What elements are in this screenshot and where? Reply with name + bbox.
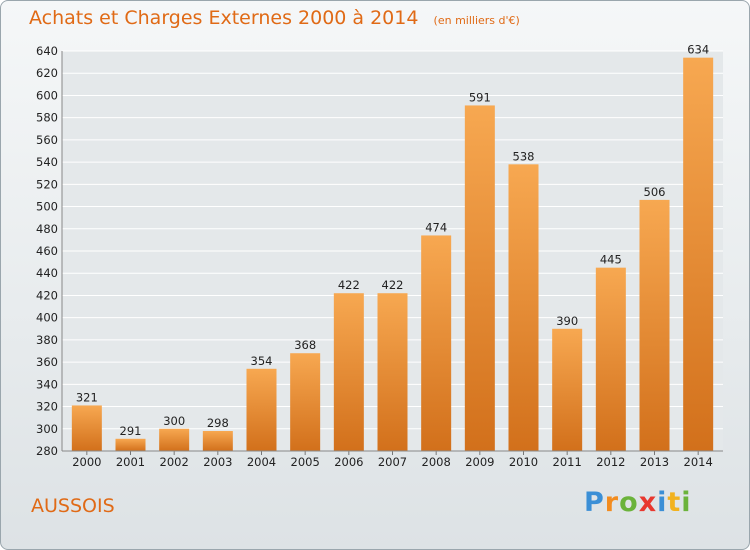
x-tick-label: 2009 <box>465 455 494 469</box>
logo-letter: x <box>638 487 658 518</box>
x-tick-label: 2010 <box>509 455 538 469</box>
logo-letter: i <box>681 487 692 518</box>
axis-layer: 280 300 320 340 360 380 400 420 440 460 480 500 520 5… <box>36 44 723 469</box>
y-tick-label: 380 <box>36 333 58 347</box>
y-tick-label: 420 <box>36 288 58 302</box>
data-label: 591 <box>469 90 491 104</box>
bar-2005 <box>290 353 321 451</box>
bar-2013 <box>639 199 670 451</box>
bar-2010 <box>508 164 539 452</box>
x-tick-label: 2011 <box>553 455 582 469</box>
y-tick-label: 560 <box>36 133 58 147</box>
bar-2009 <box>464 105 495 451</box>
y-tick-label: 640 <box>36 44 58 58</box>
logo-letter: o <box>619 487 639 518</box>
bar-2006 <box>333 293 364 451</box>
y-tick-label: 360 <box>36 355 58 369</box>
y-tick-label: 440 <box>36 266 58 280</box>
data-label: 634 <box>687 43 709 57</box>
proxiti-logo[interactable]: Proxiti <box>584 487 692 518</box>
data-label: 354 <box>251 354 273 368</box>
bar-2007 <box>377 293 408 451</box>
logo-letter: t <box>667 487 682 518</box>
y-tick-label: 480 <box>36 222 58 236</box>
bar-2002 <box>159 428 190 451</box>
title-row: Achats et Charges Externes 2000 à 2014 (… <box>29 7 520 29</box>
x-tick-label: 2007 <box>378 455 407 469</box>
data-label: 422 <box>338 278 360 292</box>
x-tick-label: 2001 <box>116 455 145 469</box>
bar-layer <box>71 57 714 452</box>
logo-letter: r <box>604 487 620 518</box>
x-tick-label: 2004 <box>247 455 276 469</box>
data-label: 445 <box>600 253 622 267</box>
y-tick-label: 580 <box>36 111 58 125</box>
y-tick-label: 460 <box>36 244 58 258</box>
data-label: 538 <box>513 149 535 163</box>
bar-2003 <box>202 431 233 451</box>
y-tick-label: 400 <box>36 311 58 325</box>
logo-letter: P <box>584 487 605 518</box>
data-label: 368 <box>294 338 316 352</box>
x-tick-label: 2003 <box>203 455 232 469</box>
y-tick-label: 540 <box>36 155 58 169</box>
y-tick-label: 620 <box>36 66 58 80</box>
y-tick-label: 340 <box>36 377 58 391</box>
x-tick-label: 2013 <box>640 455 669 469</box>
bar-2008 <box>421 235 452 451</box>
data-label: 506 <box>644 185 666 199</box>
label-layer: 321 291 300 298 354 368 422 422 474 591 538 390 445 5… <box>76 43 709 438</box>
data-label: 300 <box>163 414 185 428</box>
data-label: 474 <box>425 220 447 234</box>
bar-2012 <box>595 267 626 451</box>
chart-subtitle: (en milliers d'€) <box>433 14 520 27</box>
y-tick-label: 300 <box>36 422 58 436</box>
data-label: 321 <box>76 390 98 404</box>
bar-2014 <box>683 57 714 452</box>
x-tick-label: 2005 <box>291 455 320 469</box>
data-label: 390 <box>556 314 578 328</box>
bar-2004 <box>246 368 277 451</box>
x-tick-label: 2006 <box>334 455 363 469</box>
data-label: 298 <box>207 416 229 430</box>
bar-2001 <box>115 438 146 451</box>
commune-name: AUSSOIS <box>31 495 115 517</box>
data-label: 291 <box>120 424 142 438</box>
y-tick-label: 320 <box>36 400 58 414</box>
y-tick-label: 280 <box>36 444 58 458</box>
chart-title: Achats et Charges Externes 2000 à 2014 <box>29 7 419 29</box>
x-tick-label: 2014 <box>684 455 713 469</box>
y-tick-label: 520 <box>36 177 58 191</box>
x-tick-label: 2002 <box>160 455 189 469</box>
data-label: 422 <box>382 278 404 292</box>
y-tick-label: 500 <box>36 200 58 214</box>
logo-letter: i <box>657 487 668 518</box>
x-tick-label: 2012 <box>596 455 625 469</box>
y-tick-label: 600 <box>36 88 58 102</box>
x-tick-label: 2008 <box>422 455 451 469</box>
bar-2011 <box>552 328 583 451</box>
bar-2000 <box>71 405 102 451</box>
x-tick-label: 2000 <box>72 455 101 469</box>
